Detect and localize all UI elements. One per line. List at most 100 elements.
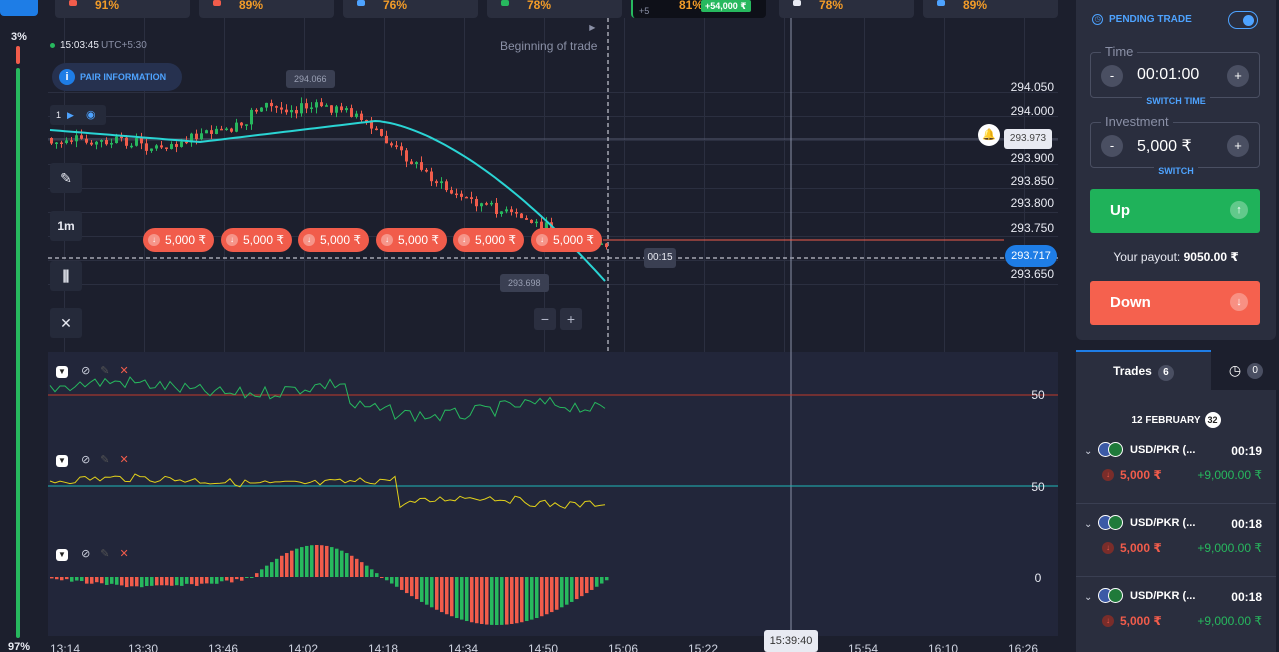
zoom-out-button[interactable]: − — [534, 308, 556, 330]
candle-body — [285, 109, 288, 113]
investment-minus-button[interactable]: - — [1101, 135, 1123, 157]
candle-body — [530, 219, 533, 223]
sentiment-down-pct: 3% — [11, 31, 27, 43]
pencil-icon[interactable]: ✎ — [100, 365, 110, 377]
histogram-bar — [345, 553, 349, 577]
tab-history[interactable]: ◷ 0 — [1216, 350, 1276, 390]
histogram-bar — [430, 577, 434, 608]
asset-tile[interactable]: 91% — [55, 0, 190, 18]
pencil-icon[interactable]: ✎ — [100, 548, 110, 560]
trade-row[interactable]: ⌄ USD/PKR (... 00:18 ↓ 5,000 ₹ +9,000.00… — [1084, 588, 1262, 628]
asset-tile[interactable]: 89% — [923, 0, 1058, 18]
histogram-bar — [250, 577, 254, 578]
candle-body — [275, 106, 278, 108]
asset-tile[interactable]: 89% — [199, 0, 334, 18]
candle-body — [255, 109, 258, 112]
price-chart[interactable]: 15:03:45 UTC+5:30 i PAIR INFORMATION ▶ Begi… — [48, 18, 1058, 652]
arrow-down-icon: ↓ — [381, 234, 393, 246]
histogram-bar — [595, 577, 599, 587]
collapse-icon[interactable]: ▼ — [56, 366, 68, 378]
candle-body — [605, 243, 608, 248]
open-trade-marker[interactable]: ↓ 5,000 ₹ — [376, 228, 447, 252]
asset-tile[interactable]: 76% — [343, 0, 478, 18]
candle-body — [245, 124, 248, 126]
candle-body — [135, 138, 138, 146]
zoom-in-button[interactable]: + — [560, 308, 582, 330]
price-tick: 293.800 — [1010, 196, 1054, 210]
trades-list: 12 FEBRUARY 32 ⌄ USD/PKR (... 00:19 ↓ 5,0… — [1076, 390, 1276, 652]
down-button[interactable]: Down ↓ — [1090, 281, 1260, 325]
tab-trades[interactable]: Trades 6 — [1076, 350, 1211, 390]
candle-body — [350, 108, 353, 117]
histogram-bar — [480, 577, 484, 624]
asset-tile[interactable]: 78% — [487, 0, 622, 18]
investment-plus-button[interactable]: + — [1227, 135, 1249, 157]
histogram-bar — [340, 550, 344, 577]
time-plus-button[interactable]: + — [1227, 65, 1249, 87]
indicator-toolbar: ▼ ⊘ ✎ ✕ — [56, 547, 139, 561]
collapse-icon[interactable]: ▼ — [56, 549, 68, 561]
pending-trade-toggle[interactable] — [1228, 11, 1258, 29]
close-icon[interactable]: ✕ — [119, 548, 129, 560]
open-trade-marker[interactable]: ↓ 5,000 ₹ — [298, 228, 369, 252]
time-tick: 15:06 — [608, 642, 639, 652]
candle-body — [75, 135, 78, 142]
candle-body — [200, 133, 203, 140]
investment-value[interactable]: 5,000 ₹ — [1137, 138, 1192, 155]
indicators-button[interactable]: ✕ — [50, 308, 82, 338]
time-tick: 16:26 — [1008, 642, 1039, 652]
candles-icon: ⫼ — [62, 268, 70, 284]
time-tick: 13:46 — [208, 642, 239, 652]
hide-icon[interactable]: ⊘ — [81, 365, 91, 377]
pencil-icon[interactable]: ✎ — [100, 454, 110, 466]
close-icon[interactable]: ✕ — [119, 454, 129, 466]
chart-type-button[interactable]: ⫼ — [50, 261, 82, 291]
bell-icon[interactable]: 🔔 — [978, 124, 1000, 146]
trade-row[interactable]: ⌄ USD/PKR (... 00:18 ↓ 5,000 ₹ +9,000.00… — [1076, 505, 1276, 577]
time-tick: 15:54 — [848, 642, 879, 652]
hide-icon[interactable]: ⊘ — [81, 454, 91, 466]
switch-time-link[interactable]: SWITCH TIME — [1091, 96, 1261, 106]
timeframe-button[interactable]: 1m — [50, 211, 82, 241]
histogram-bar — [570, 577, 574, 602]
high-price-mark: 294.066 — [286, 70, 335, 88]
investment-field-label: Investment — [1101, 114, 1173, 129]
candle-body — [330, 105, 333, 113]
candle-body — [145, 143, 148, 151]
candle-body — [545, 222, 548, 231]
histogram-bar — [190, 577, 194, 585]
up-button[interactable]: Up ↑ — [1090, 189, 1260, 233]
candle-body — [170, 144, 173, 149]
candle-body — [85, 138, 88, 143]
time-tick: 15:22 — [688, 642, 719, 652]
switch-link[interactable]: SWITCH — [1091, 166, 1261, 176]
draw-tool-button[interactable]: ✎ — [50, 163, 82, 193]
pair-information-button[interactable]: i PAIR INFORMATION — [52, 63, 182, 91]
time-value[interactable]: 00:01:00 — [1137, 66, 1200, 83]
asset-tile[interactable]: 78% — [779, 0, 914, 18]
histogram-bar — [155, 577, 159, 586]
time-minus-button[interactable]: - — [1101, 65, 1123, 87]
open-trade-marker[interactable]: ↓ 5,000 ₹ — [453, 228, 524, 252]
indicator-toggle[interactable]: 1 ▶ ◉ — [50, 105, 106, 125]
candle-body — [105, 140, 108, 145]
candle-body — [160, 145, 163, 148]
candle-body — [370, 120, 373, 129]
investment-field[interactable]: Investment - 5,000 ₹ + SWITCH — [1090, 114, 1260, 176]
hide-icon[interactable]: ⊘ — [81, 548, 91, 560]
collapse-icon[interactable]: ▼ — [56, 455, 68, 467]
time-field[interactable]: Time - 00:01:00 + SWITCH TIME — [1090, 44, 1260, 106]
histogram-bar — [425, 577, 429, 605]
menu-button[interactable] — [0, 0, 38, 16]
trade-row[interactable]: ⌄ USD/PKR (... 00:19 ↓ 5,000 ₹ +9,000.00… — [1076, 432, 1276, 504]
histogram-bar — [350, 555, 354, 577]
asset-tile-active[interactable]: +5 81% +54,000 ₹ — [631, 0, 766, 18]
open-trade-marker[interactable]: ↓ 5,000 ₹ — [531, 228, 602, 252]
histogram-bar — [215, 577, 219, 584]
candle-body — [315, 102, 318, 108]
open-trade-marker[interactable]: ↓ 5,000 ₹ — [221, 228, 292, 252]
histogram-bar — [60, 577, 64, 581]
close-icon[interactable]: ✕ — [119, 365, 129, 377]
open-trade-marker[interactable]: ↓ 5,000 ₹ — [143, 228, 214, 252]
candle-body — [445, 181, 448, 191]
